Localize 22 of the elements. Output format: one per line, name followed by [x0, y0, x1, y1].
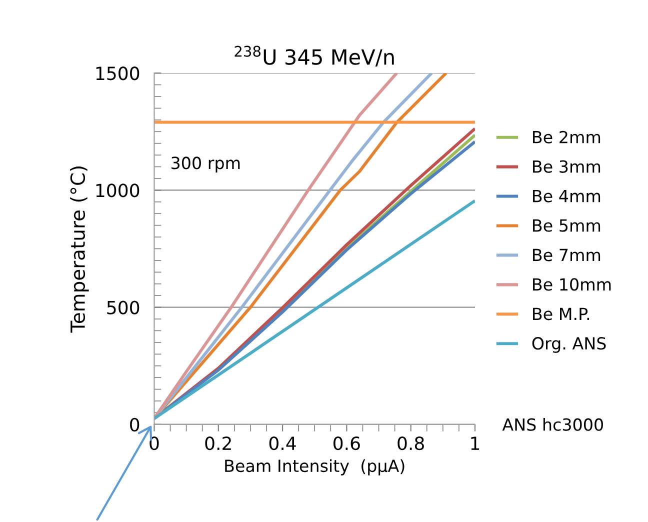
y-tick-label: 1500	[96, 66, 140, 80]
legend-label: Be 2mm	[533, 130, 600, 144]
y-tick-label: 0	[130, 418, 140, 432]
x-tick-label: 0.6	[334, 436, 360, 450]
y-axis-title: Temperature (°C)	[70, 166, 89, 333]
x-tick-label: 0.2	[205, 436, 231, 450]
chart-title: $^{238}$U 345 MeV/n	[234, 46, 394, 67]
y-tick-label: 1000	[96, 184, 140, 198]
legend-label: Be 3mm	[533, 160, 600, 173]
x-tick-label: 0.4	[269, 436, 296, 450]
legend-label: Be 5mm	[533, 219, 600, 232]
y-tick-label: 500	[107, 300, 140, 314]
legend-label: Be 4mm	[533, 190, 600, 202]
x-tick-label: 0.8	[398, 436, 424, 450]
legend-label: Be 10mm	[533, 278, 611, 291]
legend-label: Be 7mm	[533, 248, 600, 262]
x-tick-label: 1	[471, 436, 480, 450]
annotation: 300 rpm	[172, 156, 240, 172]
legend-label: Be M.P.	[533, 308, 590, 320]
legend-label: Org. ANS	[532, 337, 606, 353]
text: ANS hc3000	[502, 418, 603, 431]
x-axis-title: Beam Intensity (pμA)	[225, 459, 404, 476]
